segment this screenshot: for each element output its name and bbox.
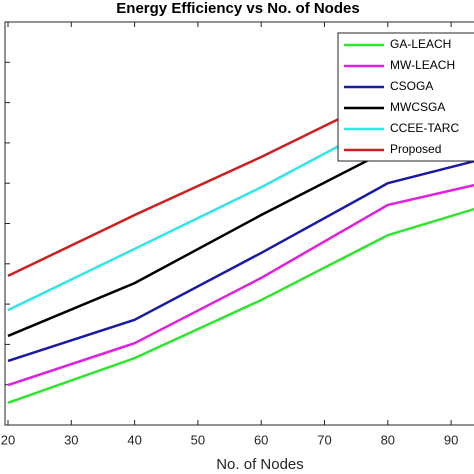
x-tick-label: 90 — [444, 432, 458, 447]
legend-label: MWCSGA — [390, 100, 445, 114]
x-tick-label: 70 — [317, 432, 331, 447]
x-tick-label: 80 — [381, 432, 395, 447]
x-tick-label: 60 — [254, 432, 268, 447]
series-line — [7, 207, 474, 405]
x-tick-label: 30 — [64, 432, 78, 447]
legend-label: GA-LEACH — [390, 37, 451, 51]
legend: GA-LEACH MW-LEACH CSOGA MWCSGA CCEE-TARC Prop… — [337, 32, 474, 162]
legend-label: CSOGA — [390, 79, 433, 93]
legend-box — [337, 32, 474, 162]
series-line — [7, 159, 474, 363]
series-line — [7, 183, 474, 387]
legend-label: MW-LEACH — [390, 58, 455, 72]
x-tick-label: 20 — [1, 432, 15, 447]
legend-label: CCEE-TARC — [390, 121, 459, 135]
x-axis-label: No. of Nodes — [216, 456, 304, 473]
x-tick-label: 50 — [191, 432, 205, 447]
x-tick-label: 40 — [127, 432, 141, 447]
legend-label: Proposed — [390, 142, 441, 156]
chart-title: Energy Efficiency vs No. of Nodes — [116, 0, 359, 17]
